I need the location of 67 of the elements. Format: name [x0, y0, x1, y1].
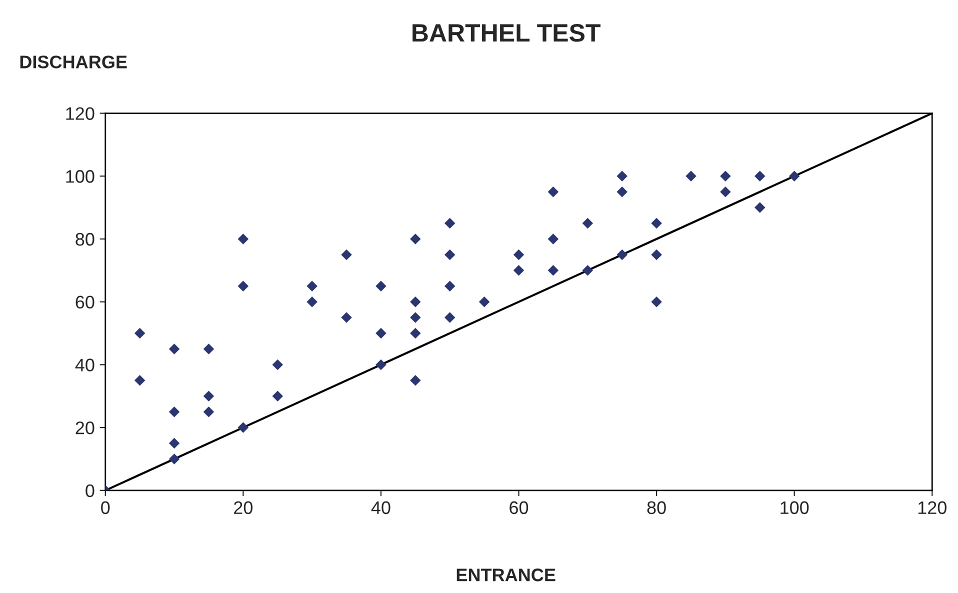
x-tick-label: 20 — [234, 501, 253, 514]
point — [651, 296, 662, 308]
x-tick-label: 60 — [510, 501, 528, 514]
point — [306, 296, 318, 308]
point — [376, 328, 386, 339]
point — [788, 170, 800, 182]
point — [168, 438, 180, 449]
point — [341, 312, 352, 323]
point — [410, 296, 421, 308]
point — [616, 186, 628, 198]
point — [203, 344, 214, 354]
point — [548, 265, 559, 276]
x-tick-label: 100 — [780, 501, 809, 514]
chart-title: BARTHEL TEST — [412, 24, 600, 42]
point — [754, 170, 766, 182]
x-tick-label: 80 — [647, 501, 666, 514]
x-axis-title: ENTRANCE — [456, 568, 556, 582]
x-tick-label: 0 — [101, 501, 110, 514]
point — [582, 218, 594, 229]
point — [410, 234, 421, 244]
point — [651, 249, 662, 260]
point — [686, 170, 696, 182]
point — [272, 390, 283, 402]
point — [720, 186, 731, 198]
point — [203, 390, 214, 402]
y-axis-title: DISCHARGE — [20, 56, 127, 68]
point — [134, 375, 146, 386]
point — [616, 249, 628, 260]
point — [513, 249, 524, 260]
point — [341, 249, 352, 260]
y-tick-label: 40 — [75, 358, 94, 372]
point — [513, 265, 524, 276]
point — [168, 454, 180, 464]
y-tick-label: 80 — [76, 232, 94, 246]
y-tick-label: 100 — [66, 170, 94, 183]
point — [444, 249, 456, 260]
point — [272, 359, 283, 370]
point — [376, 280, 386, 292]
y-tick-label: 60 — [76, 296, 94, 309]
point — [444, 280, 456, 292]
point — [238, 234, 249, 244]
point — [410, 312, 421, 323]
point — [203, 406, 214, 418]
point — [238, 280, 249, 292]
point — [720, 170, 731, 182]
point — [410, 375, 421, 386]
point — [306, 280, 318, 292]
point — [168, 344, 180, 354]
point — [582, 265, 594, 276]
y-tick-label: 20 — [76, 421, 94, 434]
point — [548, 234, 559, 244]
x-tick-label: 120 — [918, 501, 946, 514]
point — [134, 328, 146, 339]
point — [616, 170, 628, 182]
point — [168, 406, 180, 418]
y-tick-label: 0 — [86, 484, 94, 498]
point — [444, 312, 456, 323]
x-tick-label: 40 — [371, 501, 390, 514]
point — [478, 296, 490, 308]
point — [754, 202, 766, 213]
point — [376, 359, 386, 370]
point — [651, 218, 662, 229]
y-tick-label: 120 — [66, 107, 94, 120]
point — [410, 328, 421, 339]
point — [238, 422, 249, 433]
point — [548, 186, 559, 198]
point — [444, 218, 456, 229]
